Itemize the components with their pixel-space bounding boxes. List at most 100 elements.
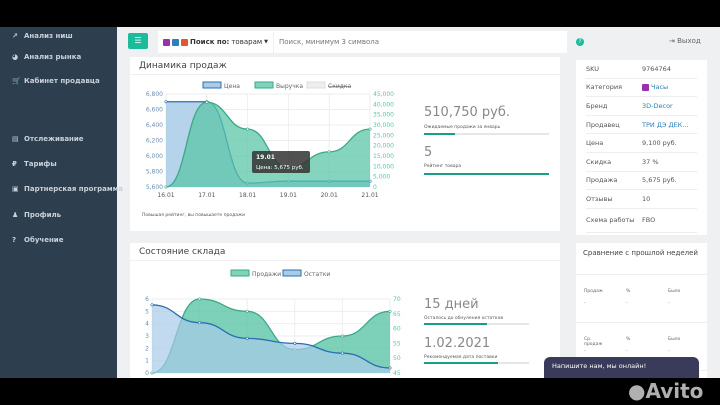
chat-widget[interactable]: Напишите нам, мы онлайн! [544, 357, 699, 378]
info-value[interactable]: 3D-Decor [642, 101, 673, 110]
logout-label: Выход [677, 37, 701, 45]
list-icon: ▤ [12, 135, 19, 143]
search-by-select[interactable]: Поиск по: товарам ▼ [158, 31, 273, 53]
sidebar-item-label: Профиль [24, 211, 62, 219]
info-key: Схема работы [586, 216, 635, 225]
y-right-tick: 45 [393, 370, 401, 377]
y-right-tick: 15,000 [373, 153, 394, 160]
info-row: Скидка 37 % [586, 153, 697, 172]
compare-value: - [668, 349, 670, 354]
help-icon[interactable]: ? [576, 38, 584, 46]
y-right-tick: 65 [393, 311, 401, 318]
info-row: Бренд 3D-Decor [586, 97, 697, 116]
x-tick: 17.01 [198, 192, 215, 199]
info-key: Отзывы [586, 194, 613, 203]
x-tick: 21.01 [361, 192, 378, 199]
sidebar-item[interactable]: 🛒 Кабинет продавца [12, 77, 100, 85]
series-line-0 [151, 298, 391, 374]
data-point [150, 303, 154, 307]
y-left-tick: 3 [145, 333, 149, 340]
series-area-1 [166, 102, 370, 187]
info-row: Категория Часы [586, 79, 697, 98]
y-right-tick: 35,000 [373, 112, 394, 119]
cart-icon: 🛒 [12, 77, 21, 85]
legend-swatch [230, 269, 250, 277]
info-value: 9764764 [642, 64, 671, 73]
data-point [245, 309, 249, 313]
y-right-tick: 60 [393, 326, 401, 333]
topbar: ☰ Поиск по: товарам ▼ ? ⇥ Выход [117, 27, 720, 57]
sidebar-item-label: Анализ рынка [24, 53, 82, 61]
stock-card: Состояние склада 0 1 2 3 4 5 6 45 50 55 60 65 70 Прод… [130, 243, 560, 378]
legend-swatch [202, 81, 222, 89]
compare-row: Продаж -% - Было - [576, 275, 707, 323]
tooltip-box [252, 151, 310, 173]
sidebar-item[interactable]: ▣ Партнерская программа [12, 185, 123, 193]
info-key: Бренд [586, 101, 608, 110]
logout-button[interactable]: ⇥ Выход [669, 37, 701, 45]
sidebar-item-label: Кабинет продавца [24, 77, 100, 85]
sales-dynamics-card: Динамика продаж 5,600 5,800 6,000 6,200 6,40… [130, 57, 560, 231]
compare-card: Сравнение с прошлой неделей Продаж -% - Был… [576, 243, 707, 378]
data-point [388, 309, 392, 313]
sidebar-item[interactable]: ₽ Тарифы [12, 160, 57, 168]
tooltip-title: 19.01 [256, 154, 275, 161]
data-point [164, 185, 168, 189]
tooltip-text: Цена: 5,675 руб. [256, 165, 304, 171]
data-point [198, 321, 202, 325]
info-value[interactable]: Часы [651, 83, 669, 92]
info-row: Продажа 5,675 руб. [586, 172, 697, 191]
compare-value: - [584, 301, 586, 306]
legend-swatch [254, 81, 274, 89]
chat-text: Напишите нам, мы онлайн! [552, 362, 647, 370]
info-row: Отзывы 10 [586, 190, 697, 209]
y-left-tick: 6,400 [146, 122, 163, 129]
y-left-tick: 6 [145, 296, 149, 303]
info-value: 9,100 руб. [642, 139, 677, 148]
series-area-1 [152, 304, 390, 373]
sidebar-item[interactable]: ◕ Анализ рынка [12, 53, 81, 61]
search-input[interactable] [274, 31, 567, 53]
y-left-tick: 4 [145, 321, 149, 328]
days-left-progress [424, 323, 529, 325]
data-point [164, 100, 168, 104]
y-left-tick: 1 [145, 358, 149, 365]
data-point [340, 351, 344, 355]
app-screen: ↗ Анализ ниш ◕ Анализ рынка 🛒 Кабинет продавц… [0, 27, 720, 378]
y-left-tick: 6,200 [146, 138, 163, 145]
y-right-tick: 30,000 [373, 122, 394, 129]
y-right-tick: 70 [393, 296, 401, 303]
card-title: Состояние склада [130, 243, 560, 261]
tooltip: 19.01 Цена: 5,675 руб. [252, 151, 310, 173]
avito-watermark: ●Avito [628, 379, 704, 403]
x-tick: 16.01 [157, 192, 174, 199]
wildberries-icon [163, 38, 170, 46]
partner-icon: ▣ [12, 185, 19, 193]
series-line-1 [151, 304, 391, 369]
pie-chart-icon: ◕ [12, 53, 19, 61]
sidebar: ↗ Анализ ниш ◕ Анализ рынка 🛒 Кабинет продавц… [0, 27, 123, 378]
y-right-tick: 5,000 [373, 174, 390, 181]
info-value: FBO [642, 216, 656, 225]
y-left-tick: 5,600 [146, 184, 163, 191]
x-tick: 19.01 [280, 192, 297, 199]
sidebar-item[interactable]: ? Обучение [12, 236, 63, 244]
days-left-label: Осталось до обнуления остатков [424, 316, 504, 321]
sidebar-item[interactable]: ♟ Профиль [12, 211, 61, 219]
data-point [198, 297, 202, 301]
card-title: Динамика продаж [130, 57, 560, 75]
y-left-tick: 5,800 [146, 169, 163, 176]
ozon-icon [172, 38, 179, 46]
sidebar-item[interactable]: ↗ Анализ ниш [12, 32, 73, 40]
menu-button[interactable]: ☰ [128, 33, 148, 49]
compare-header: Было [668, 289, 681, 294]
legend-label: Остатки [304, 271, 330, 278]
data-point [388, 366, 392, 370]
info-row: Продавец ТРИ ДЭ ДЕК... [586, 116, 697, 135]
y-right-tick: 50 [393, 355, 401, 362]
sidebar-item[interactable]: ▤ Отслеживание [12, 135, 84, 143]
data-point [340, 334, 344, 338]
info-value[interactable]: ТРИ ДЭ ДЕК... [642, 120, 689, 129]
sales-chart: 5,600 5,800 6,000 6,200 6,400 6,600 6,800 0 5,00… [146, 81, 394, 199]
